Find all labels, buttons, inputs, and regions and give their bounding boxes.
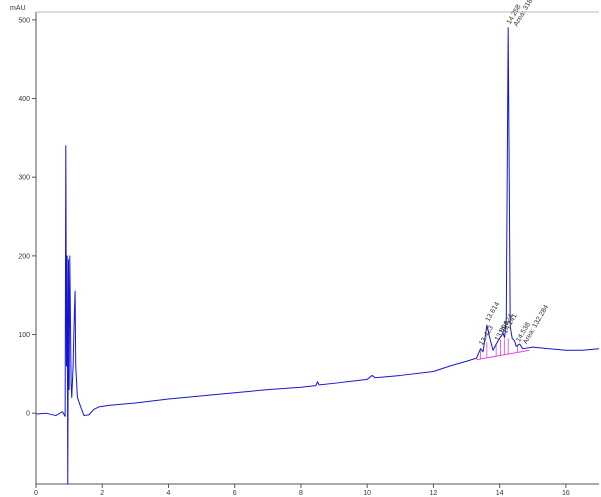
y-tick-label: 500 (18, 17, 30, 24)
chart-axes (35, 11, 599, 485)
x-tick-label: 8 (299, 490, 303, 497)
baseline-line (476, 349, 530, 361)
chart-ticks: 0 2 4 6 8 10 12 14 16 0 100 200 300 400 500 (18, 17, 570, 497)
x-tick-label: 6 (233, 490, 237, 497)
y-tick-label: 300 (18, 175, 30, 182)
x-tick-label: 4 (167, 490, 171, 497)
y-tick-label: 0 (26, 411, 30, 418)
y-tick-label: 100 (18, 332, 30, 339)
x-tick-label: 10 (363, 490, 371, 497)
y-tick-label: 200 (18, 253, 30, 260)
y-axis-label: mAU (10, 5, 26, 12)
chart-series (35, 27, 600, 485)
y-tick-label: 400 (18, 96, 30, 103)
x-tick-label: 0 (34, 490, 38, 497)
x-tick-label: 2 (100, 490, 104, 497)
x-tick-label: 14 (496, 490, 504, 497)
integration-baseline (476, 338, 530, 361)
signal-trace (35, 27, 600, 485)
x-tick-label: 12 (430, 490, 438, 497)
x-tick-label: 16 (562, 490, 570, 497)
